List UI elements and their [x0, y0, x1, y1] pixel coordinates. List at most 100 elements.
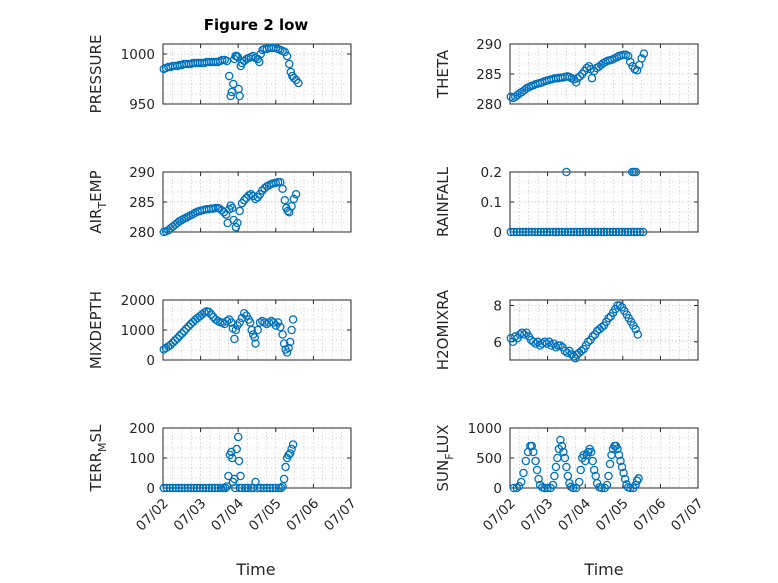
data-point	[288, 440, 298, 449]
data-point	[520, 330, 529, 339]
data-point	[551, 462, 561, 472]
data-point	[556, 435, 565, 445]
data-point	[575, 72, 585, 81]
y-tick-label: 6	[493, 335, 502, 351]
data-point	[268, 483, 278, 493]
data-point	[239, 308, 249, 318]
data-point	[614, 450, 624, 460]
y-tick-label: 0.2	[481, 165, 502, 181]
data-point	[529, 447, 538, 457]
data-point	[563, 227, 573, 237]
data-point	[540, 483, 549, 493]
data-point	[262, 483, 272, 493]
data-point	[571, 78, 581, 87]
data-point	[173, 334, 182, 343]
data-point	[633, 330, 643, 339]
data-point	[631, 324, 640, 334]
data-point	[216, 483, 226, 493]
data-point	[635, 227, 645, 237]
data-point	[289, 194, 299, 204]
data-point	[166, 340, 175, 350]
data-point	[278, 184, 287, 194]
data-point	[548, 480, 558, 490]
data-point	[170, 336, 180, 345]
data-point	[569, 227, 579, 237]
data-point	[280, 195, 290, 205]
x-tick-label: 07/04	[208, 496, 247, 535]
y-tick-label: 285	[129, 195, 155, 211]
x-tick-label: 07/07	[668, 496, 707, 535]
data-point	[557, 227, 567, 237]
data-point	[581, 227, 591, 237]
data-point	[198, 483, 208, 493]
data-point	[201, 483, 211, 493]
data-point	[281, 462, 290, 472]
data-point	[559, 447, 568, 457]
x-tick-label: 07/05	[246, 496, 285, 535]
data-point	[159, 483, 169, 493]
data-point	[604, 313, 613, 323]
x-tick-label: 07/02	[480, 496, 519, 535]
data-point	[210, 483, 220, 493]
data-point	[626, 57, 635, 67]
data-point	[239, 195, 249, 205]
data-point	[599, 227, 609, 237]
data-point	[632, 227, 642, 237]
data-point	[626, 227, 636, 237]
data-point	[584, 227, 594, 237]
data-point	[536, 227, 546, 237]
figure-title: Figure 2 low	[204, 16, 309, 34]
data-point	[211, 315, 220, 324]
data-point	[556, 341, 565, 350]
y-tick-label: 1000	[121, 323, 155, 339]
data-point	[637, 54, 646, 63]
data-point	[229, 79, 238, 89]
data-point	[588, 456, 597, 466]
data-point	[287, 325, 296, 335]
y-tick-label: 0	[146, 353, 155, 369]
data-point	[237, 483, 247, 493]
data-point	[572, 227, 582, 237]
data-point	[236, 471, 245, 481]
data-point	[285, 337, 295, 347]
data-point	[264, 318, 274, 327]
data-point	[596, 227, 606, 237]
data-point	[590, 227, 600, 237]
data-point	[259, 483, 269, 493]
data-point	[617, 462, 627, 472]
data-point	[282, 348, 292, 357]
data-point	[273, 318, 283, 327]
x-axis-label-right: Time	[583, 560, 623, 579]
data-point	[639, 49, 649, 58]
subplot-h2omixra: 6 8 H2OMIXRA	[434, 289, 699, 370]
y-tick-label: 290	[476, 37, 502, 53]
data-point	[634, 474, 643, 483]
data-point	[231, 222, 241, 232]
data-point	[182, 324, 191, 334]
data-point	[184, 322, 193, 331]
data-point	[258, 186, 267, 195]
data-point	[532, 465, 542, 475]
data-point	[613, 444, 622, 454]
data-point	[517, 328, 527, 337]
data-point	[539, 227, 549, 237]
data-point	[221, 483, 230, 493]
axes-box	[509, 299, 699, 361]
y-tick-label: 0.1	[481, 195, 502, 211]
y-axis-label: H2OMIXRA	[434, 289, 452, 370]
data-point	[589, 465, 599, 475]
data-point	[578, 227, 588, 237]
data-point	[527, 441, 537, 451]
data-point	[530, 227, 540, 237]
data-point	[285, 59, 294, 69]
data-point	[616, 456, 625, 466]
data-point	[550, 471, 559, 481]
data-point	[557, 441, 567, 451]
subplot-air-temp: 280 285 290 AIRTEMP	[87, 165, 352, 241]
data-point	[204, 483, 214, 493]
data-point	[232, 51, 241, 61]
data-point	[632, 66, 642, 75]
